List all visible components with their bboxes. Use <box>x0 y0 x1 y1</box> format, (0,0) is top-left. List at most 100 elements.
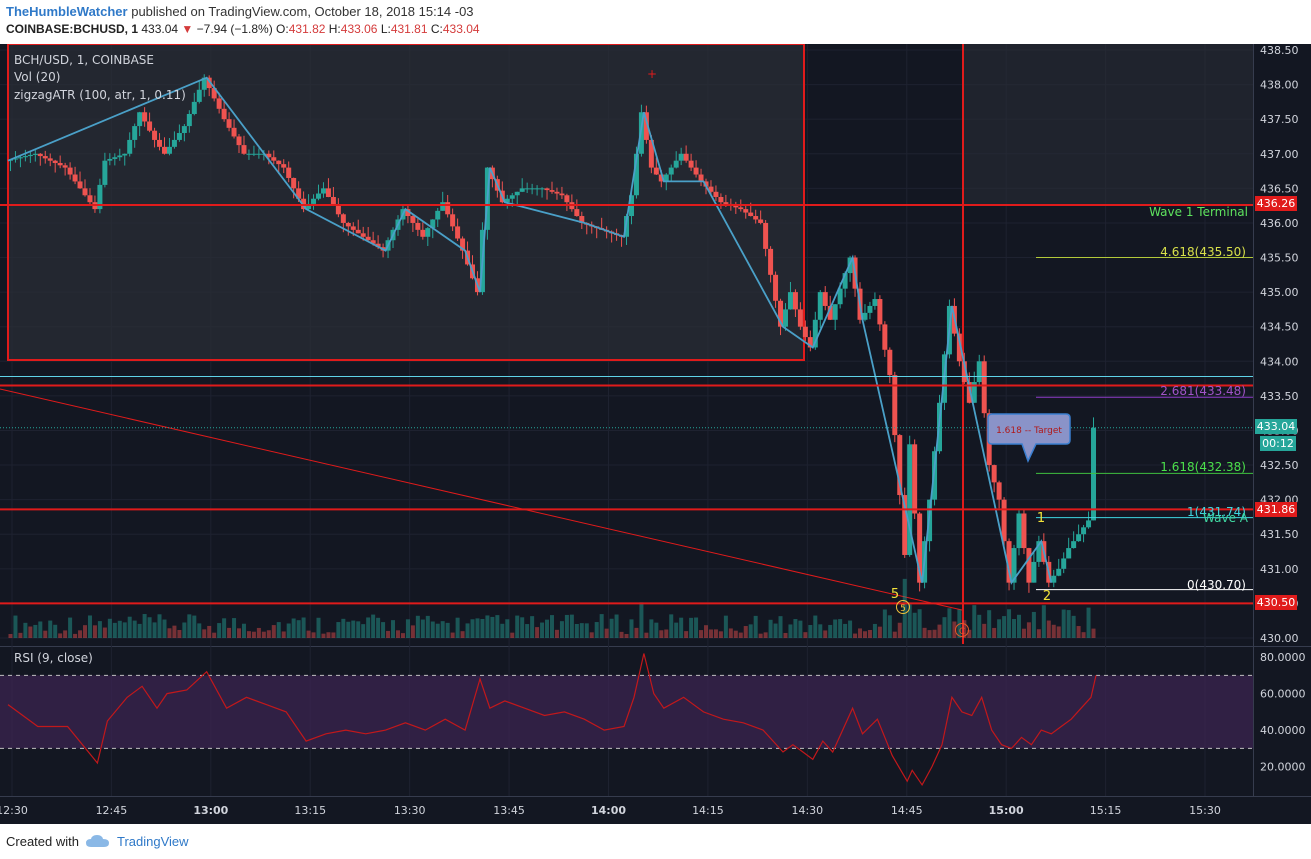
candle-body <box>1081 527 1087 535</box>
zigzag-line: + <box>7 67 1053 585</box>
candle-body <box>534 188 540 190</box>
volume-bar <box>952 621 957 638</box>
time-tick-label: 15:15 <box>1090 804 1122 817</box>
zigzag-path <box>7 76 1053 585</box>
candle-body <box>415 222 421 230</box>
ohlc-line: COINBASE:BCHUSD, 1 433.04 ▼ −7.94 (−1.8%… <box>6 22 480 36</box>
rsi-band <box>0 675 1253 749</box>
candle-body <box>142 112 148 122</box>
volume-bar <box>1071 615 1076 638</box>
volume-bar <box>490 616 495 638</box>
created-with-text: Created with <box>6 833 79 849</box>
rsi-tick-label: 20.0000 <box>1260 761 1306 774</box>
candle-body <box>226 119 232 128</box>
volume-bar <box>1031 611 1036 638</box>
candle-body <box>643 112 649 140</box>
volume-bar <box>63 630 68 638</box>
candle-body <box>67 167 73 175</box>
candle-body <box>316 193 321 199</box>
candle-body <box>1086 520 1092 528</box>
volume-bar <box>33 624 38 638</box>
volume-bar <box>982 623 987 638</box>
candle-body <box>345 222 351 227</box>
volume-bar <box>112 622 117 638</box>
volume-bar <box>306 630 311 638</box>
volume-bar <box>1036 629 1041 638</box>
candle-body <box>107 158 113 161</box>
volume-bar <box>202 629 207 638</box>
volume-bar <box>505 619 510 638</box>
candle-body <box>102 160 108 185</box>
price-tick-label: 436.50 <box>1260 182 1299 195</box>
candle-body <box>350 226 356 230</box>
candle-body <box>787 292 793 310</box>
candle-body <box>1061 558 1067 569</box>
volume-bar <box>654 622 659 638</box>
candle-body <box>440 202 446 211</box>
candle-body <box>445 202 451 215</box>
time-tick-label: 13:00 <box>193 804 228 817</box>
volume-bar <box>808 624 813 638</box>
candle-body <box>42 156 48 159</box>
volume-bar <box>793 619 798 638</box>
volume-bar <box>152 622 157 638</box>
volume-bar <box>962 620 967 638</box>
candle-body <box>748 212 754 217</box>
candle-body <box>554 191 560 194</box>
volume-bar <box>887 615 892 638</box>
volume-bar <box>440 621 445 638</box>
volume-bar <box>858 628 863 638</box>
volume-bar <box>535 627 540 638</box>
volume-bar <box>699 630 704 638</box>
candle-body <box>812 319 818 348</box>
candle-timer: 00:12 <box>1262 437 1294 450</box>
candle-body <box>286 167 292 178</box>
volume-bar <box>907 604 912 638</box>
volume-bar <box>773 623 778 638</box>
volume-bar <box>127 616 132 638</box>
volume-bar <box>177 629 182 638</box>
publisher-link[interactable]: TheHumbleWatcher <box>6 4 128 19</box>
candle-body <box>713 191 719 197</box>
price-tick-label: 435.50 <box>1260 252 1299 265</box>
volume-bar <box>207 625 212 638</box>
volume-bar <box>1056 626 1061 638</box>
volume-bar <box>311 632 316 638</box>
rsi-tick-label: 40.0000 <box>1260 724 1306 737</box>
tradingview-link[interactable]: TradingView <box>116 833 189 849</box>
candle-body <box>450 214 456 227</box>
volume-bar <box>276 622 281 638</box>
volume-bar <box>902 578 907 638</box>
candle-body <box>1066 548 1072 559</box>
volume-bar <box>634 627 639 638</box>
target-callout[interactable]: 1.618 -- Target <box>987 413 1071 463</box>
candle-body <box>370 240 376 244</box>
candle-body <box>241 145 247 154</box>
volume-bar <box>227 627 232 638</box>
volume-bar <box>381 622 386 638</box>
volume-bar <box>922 627 927 638</box>
volume-bar <box>8 634 13 638</box>
volume-bar <box>361 624 366 638</box>
volume-bar <box>589 632 594 638</box>
volume-bar <box>843 623 848 638</box>
volume-bar <box>450 632 455 638</box>
volume-bar <box>644 632 649 638</box>
candle-body <box>827 305 833 320</box>
fib-0-label: 0(430.70) <box>1187 578 1246 592</box>
candle-body <box>807 337 813 348</box>
candle-body <box>708 186 714 192</box>
rsi-pane <box>0 653 1253 787</box>
candle-body <box>430 219 436 229</box>
volume-bar <box>420 619 425 638</box>
candle-body <box>633 153 639 196</box>
volume-bar <box>232 618 237 638</box>
time-tick-label: 15:00 <box>989 804 1024 817</box>
volume-bar <box>838 619 843 638</box>
price-tag-upper-red-text: 436.26 <box>1257 197 1296 210</box>
volume-bar <box>132 620 137 638</box>
chart-canvas[interactable]: + 438.50438.00437.50437.00436.50436.0043… <box>0 44 1311 824</box>
volume-bar <box>147 617 152 638</box>
candle-body <box>768 248 774 275</box>
candle-body <box>206 77 212 89</box>
